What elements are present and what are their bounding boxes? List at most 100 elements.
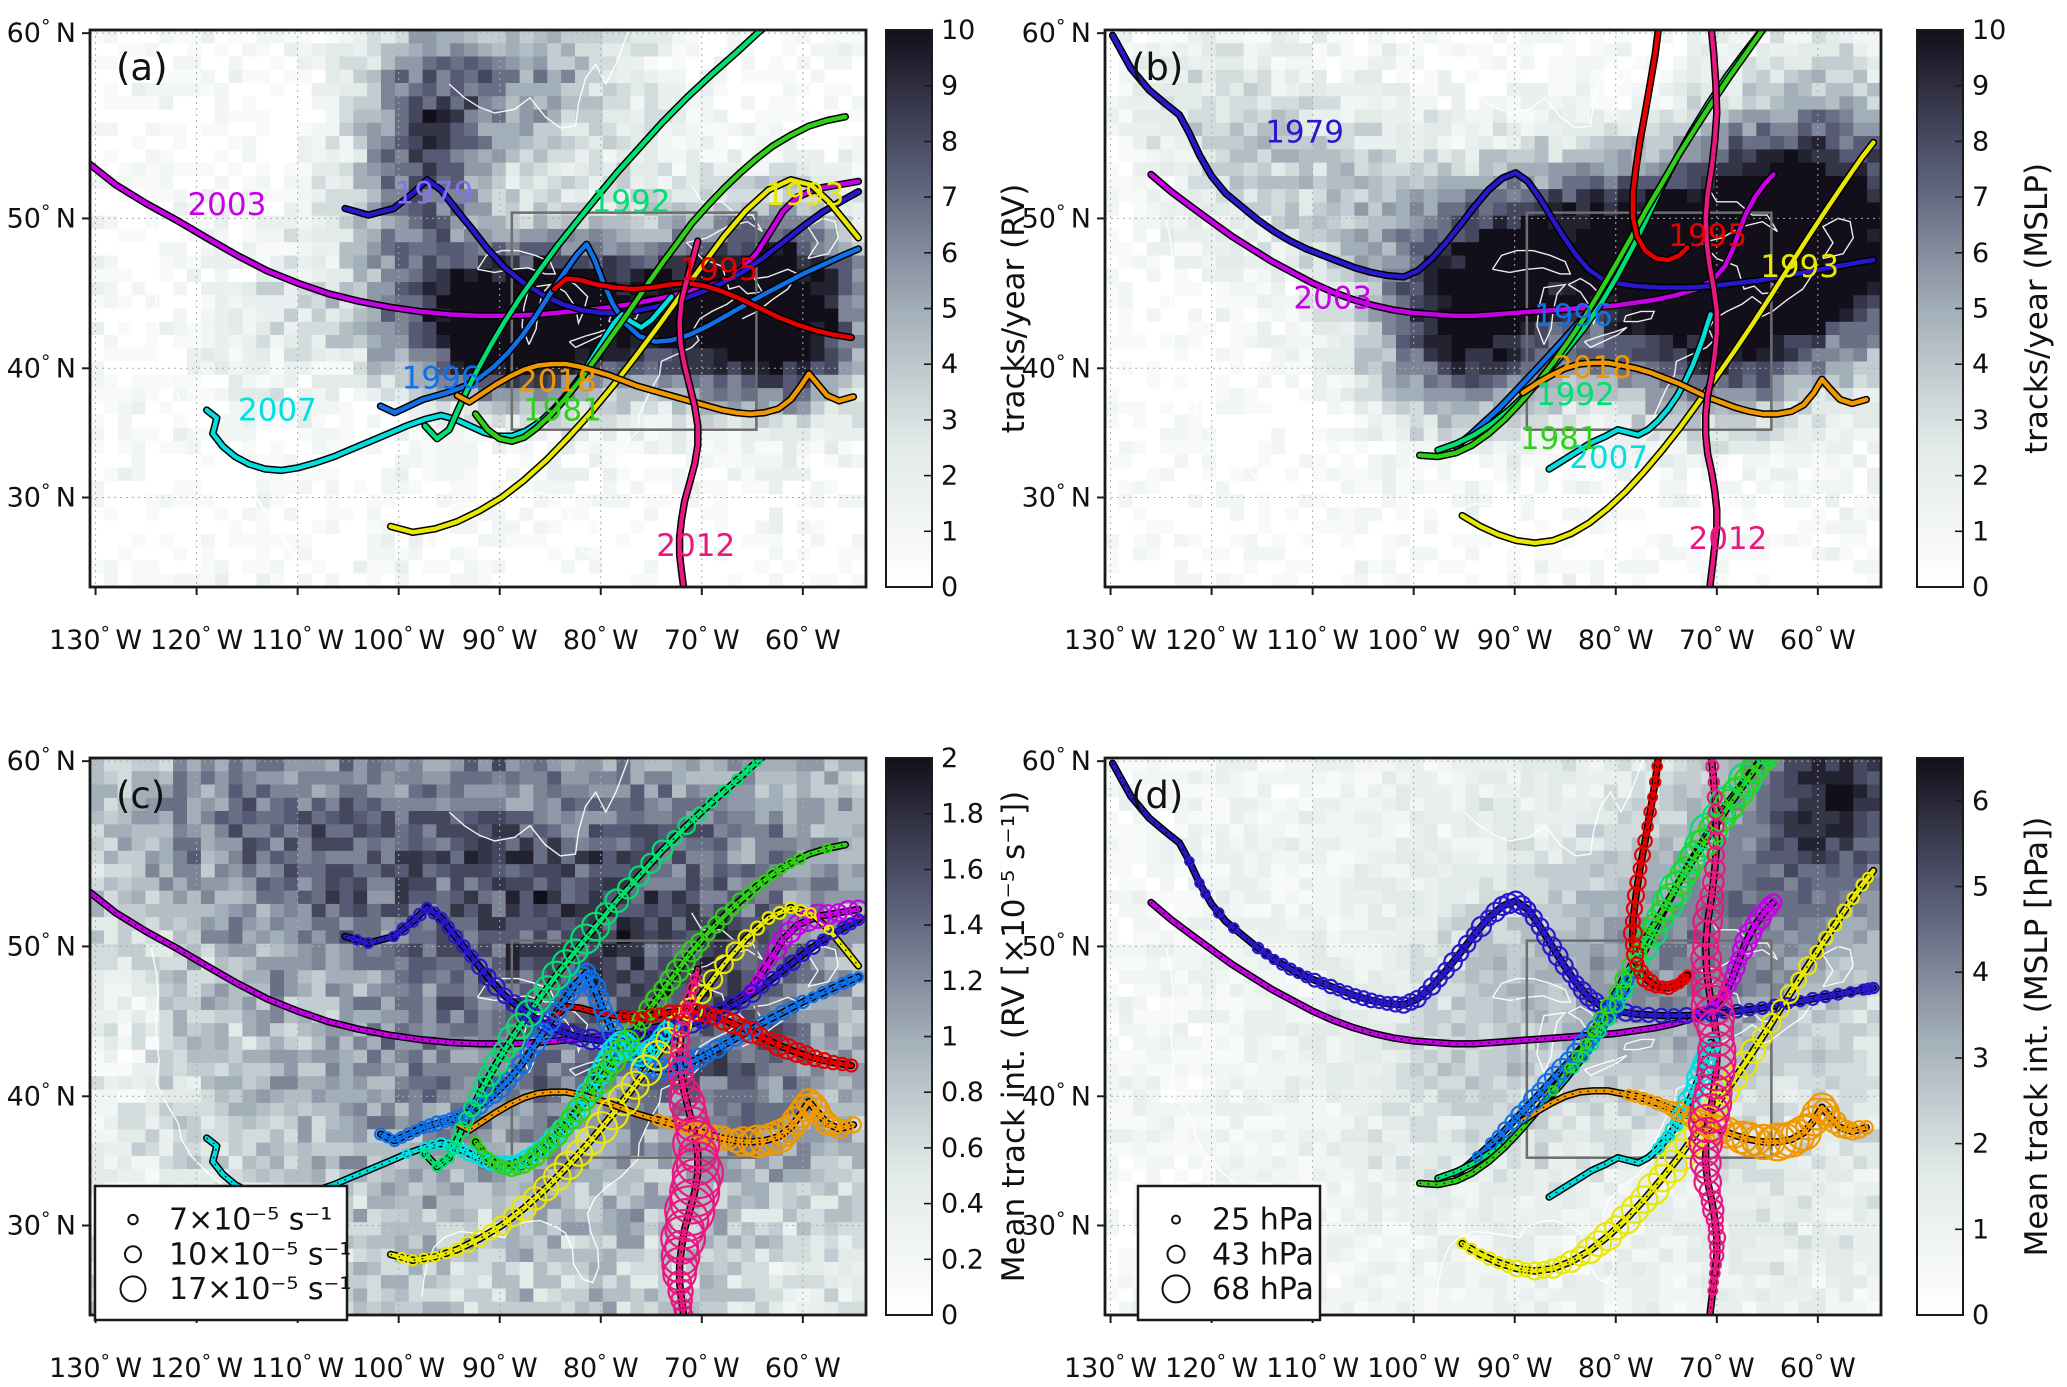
colorbar-b: 0 1 2 3 4 5 6 7 8 9 10 tracks/year (MSLP) [1916,15,2055,603]
colorbar-label-d: Mean track int. (MSLP [hPa]) [2019,817,2055,1257]
y-tick-label: 50° N [7,201,76,234]
track-1979 [341,904,863,1045]
colorbar-tick-label: 3 [1972,1043,1989,1074]
track-label-1993: 1993 [1760,249,1839,285]
track-2003 [1147,170,1778,320]
x-tick-label: 70° W [1679,1351,1755,1384]
colorbar-label-a: tracks/year (RV) [996,184,1032,434]
colorbar-a: 0 1 2 3 4 5 6 7 8 9 10 tracks/year (RV) [885,15,1032,603]
x-tick-label: 120° W [1165,1351,1258,1384]
legend-item-label: 68 hPa [1212,1272,1314,1307]
track-2003 [90,160,863,320]
colorbar-tick-label: 0.4 [941,1189,984,1220]
legend-item-label: 25 hPa [1212,1203,1314,1238]
x-tick-label: 80° W [563,623,639,656]
legend-item-label: 43 hPa [1212,1237,1314,1272]
track-label-1996: 1996 [1534,298,1613,334]
colorbar-tick-label: 7 [941,182,958,213]
colorbar-tick-label: 0.8 [941,1077,984,1108]
x-tick-label: 90° W [1477,1351,1553,1384]
colorbar-tick-label: 5 [1972,872,1989,903]
region-box-a [510,211,758,431]
y-tick-label: 30° N [1022,1208,1091,1241]
x-tick-label: 100° W [1367,623,1460,656]
colorbar-tick-label: 1 [1972,516,1989,547]
colorbar-tick-label: 6 [941,238,958,269]
y-tick-label: 60° N [7,744,76,777]
track-2018 [453,360,858,418]
y-tick-label: 60° N [7,16,76,49]
colorbar-tick-label: 7 [1972,182,1989,213]
track-1996 [376,240,863,417]
colorbar-label-c: Mean track int. (RV [×10⁻⁵ s⁻¹]) [996,791,1032,1282]
colorbar-tick-label: 4 [941,349,958,380]
track-label-2018: 2018 [518,363,597,399]
x-tick-label: 80° W [1578,1351,1654,1384]
colorbar-tick-label: 1 [941,1022,958,1053]
x-tick-label: 110° W [1266,1351,1359,1384]
axes-frame-d [1103,756,1883,1317]
heatmap-b [1105,30,1881,587]
panel-a: 2003 197919962007199219811993201819952012… [7,15,1032,656]
track-circles-2012 [660,973,724,1315]
x-tick-label: 60° W [1780,623,1856,656]
colorbar-tick-label: 5 [1972,294,1989,325]
track-label-2003: 2003 [187,187,266,223]
colorbar-tick-label: 10 [941,15,975,46]
colorbar-tick-label: 3 [941,405,958,436]
x-tick-label: 110° W [1266,623,1359,656]
colorbar-tick-label: 0 [941,1300,958,1331]
x-tick-label: 70° W [1679,623,1755,656]
colorbar-tick-label: 4 [1972,349,1989,380]
x-tick-label: 130° W [1064,1351,1157,1384]
colorbar-tick-label: 1.4 [941,910,984,941]
track-1993 [386,175,863,536]
legend-circle-icon [119,1275,147,1303]
x-tick-label: 130° W [1064,623,1157,656]
intensity-circles-d [1184,758,1880,1297]
track-circles-2018 [651,1088,863,1159]
colorbar-tick-label: 1.2 [941,966,984,997]
axes-frame-c [88,756,868,1317]
track-label-1979: 1979 [1265,115,1344,151]
track-label-1979: 1979 [395,176,474,212]
x-tick-label: 120° W [150,623,243,656]
legend-circle-icon [1166,1244,1186,1264]
y-tick-label: 30° N [7,480,76,513]
panel-b: 2003197919962007199219811993201819952012… [1022,15,2055,656]
colorbar-tick-label: 8 [1972,126,1989,157]
track-1979 [341,175,863,317]
coastlines-b [1165,30,1854,575]
colorbar-tick-label: 0.2 [941,1244,984,1275]
colorbar-c: 0 0.2 0.4 0.6 0.8 1 1.2 1.4 1.6 1.8 2 Mean track in… [885,743,1032,1331]
panel-tag-c: (c) [116,774,165,817]
legend-c: 7×10⁻⁵ s⁻¹10×10⁻⁵ s⁻¹17×10⁻⁵ s⁻¹ [93,1184,351,1322]
x-tick-label: 100° W [352,623,445,656]
y-tick-label: 30° N [1022,480,1091,513]
track-1979 [1108,31,1878,292]
track-1993 [1458,138,1878,547]
legend-circle-icon [124,1245,142,1264]
x-tick-label: 90° W [462,1351,538,1384]
colorbar-tick-label: 1.6 [941,854,984,885]
colorbar-d: 0 1 2 3 4 5 6 Mean track int. (MSLP [hPa]) [1916,757,2055,1331]
colorbar-tick-label: 1.8 [941,799,984,830]
track-label-1996: 1996 [402,361,481,397]
region-box-c [510,939,758,1159]
colorbar-tick-label: 2 [941,743,958,774]
colorbar-tick-label: 4 [1972,957,1989,988]
track-label-1992: 1992 [592,184,671,220]
y-tick-label: 60° N [1022,16,1091,49]
track-circles-2018 [1622,1088,1874,1162]
colorbar-tick-label: 0 [1972,1300,1989,1331]
colorbar-tick-label: 0 [941,572,958,603]
colorbar-tick-label: 2 [1972,1129,1989,1160]
track-label-2003: 2003 [1293,280,1372,316]
track-label-1992: 1992 [1536,377,1615,413]
colorbar-tick-label: 1 [1972,1214,1989,1245]
track-label-1995: 1995 [1668,218,1747,254]
track-circles-1981 [1547,758,1779,1097]
colorbar-tick-label: 2 [1972,461,1989,492]
